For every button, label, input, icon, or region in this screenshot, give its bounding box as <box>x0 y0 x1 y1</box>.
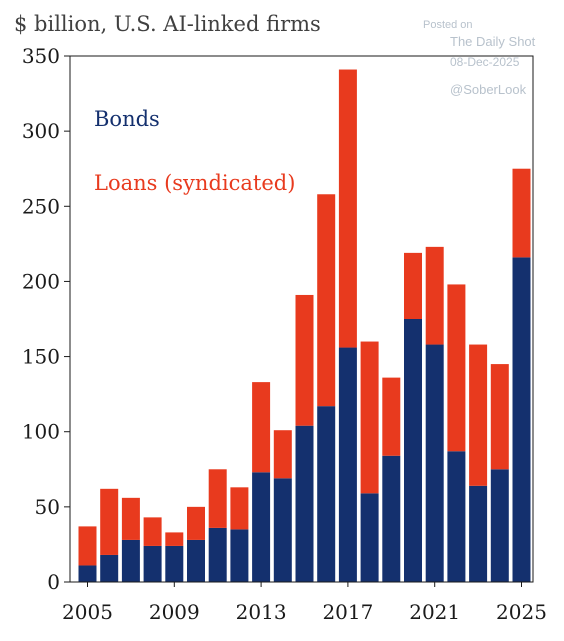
y-tick-label: 150 <box>22 345 60 369</box>
bar-bonds <box>404 319 422 582</box>
bar-loans <box>469 344 488 486</box>
bar-loans <box>295 294 314 426</box>
bar-loans <box>404 252 422 319</box>
y-tick-label: 300 <box>22 119 60 143</box>
bar-loans <box>273 430 292 479</box>
bar-loans <box>100 488 119 555</box>
y-tick-label: 350 <box>22 44 60 68</box>
plot-frame <box>69 55 534 583</box>
x-tick-label: 2009 <box>149 600 200 624</box>
bar-bonds <box>121 539 140 582</box>
watermark-date: 08-Dec-2025 <box>450 55 520 69</box>
y-tick-label: 250 <box>22 194 60 218</box>
bar-loans <box>360 341 379 494</box>
bar-bonds <box>469 485 488 582</box>
legend-bonds: Bonds <box>94 107 160 131</box>
bar-bonds <box>252 472 271 582</box>
bar-bonds <box>230 529 249 582</box>
bar-bonds <box>360 493 379 582</box>
bar-bonds <box>100 554 119 582</box>
bar-loans <box>425 246 444 345</box>
bar-loans <box>78 526 97 566</box>
bar-loans <box>165 532 184 546</box>
bar-loans <box>143 517 162 546</box>
bar-loans <box>512 168 531 258</box>
bar-bonds <box>78 565 97 582</box>
bar-bonds <box>490 469 509 582</box>
x-tick-label: 2005 <box>62 600 113 624</box>
y-tick-label: 200 <box>22 269 60 293</box>
bar-bonds <box>447 451 466 582</box>
watermark: Posted on The Daily Shot 08-Dec-2025 @So… <box>423 19 536 97</box>
bar-loans <box>208 469 227 528</box>
legend: Bonds Loans (syndicated) <box>94 107 295 195</box>
bar-bonds <box>382 455 401 582</box>
x-axis: 2005 2009 2013 2017 2021 2025 <box>62 582 547 624</box>
bar-bonds <box>512 257 531 582</box>
watermark-posted-on: Posted on <box>423 19 473 31</box>
bar-bonds <box>425 344 444 582</box>
y-tick-label: 50 <box>35 495 60 519</box>
bar-loans <box>382 377 401 456</box>
bars <box>78 69 531 582</box>
y-axis: 0 50 100 150 200 250 300 350 <box>22 44 70 594</box>
bar-loans <box>490 364 509 470</box>
bar-loans <box>187 506 205 540</box>
x-tick-label: 2021 <box>409 600 460 624</box>
x-tick-label: 2013 <box>236 600 287 624</box>
watermark-handle: @SoberLook <box>450 82 527 97</box>
bar-loans <box>338 69 357 348</box>
bar-bonds <box>208 527 227 582</box>
bar-loans <box>252 382 271 473</box>
x-tick-label: 2017 <box>322 600 373 624</box>
bar-bonds <box>317 406 336 582</box>
bar-loans <box>317 194 336 407</box>
legend-loans: Loans (syndicated) <box>94 171 295 195</box>
bar-bonds <box>187 539 205 582</box>
bar-bonds <box>338 347 357 582</box>
bar-bonds <box>143 545 162 582</box>
y-tick-label: 0 <box>47 570 60 594</box>
bar-bonds <box>295 425 314 582</box>
bar-loans <box>447 284 466 452</box>
y-tick-label: 100 <box>22 420 60 444</box>
bar-bonds <box>165 545 184 582</box>
bar-bonds <box>273 478 292 582</box>
x-tick-label: 2025 <box>496 600 547 624</box>
chart-title: $ billion, U.S. AI-linked firms <box>14 12 321 36</box>
bar-loans <box>121 497 140 540</box>
bar-loans <box>230 487 249 530</box>
watermark-source: The Daily Shot <box>450 34 536 49</box>
